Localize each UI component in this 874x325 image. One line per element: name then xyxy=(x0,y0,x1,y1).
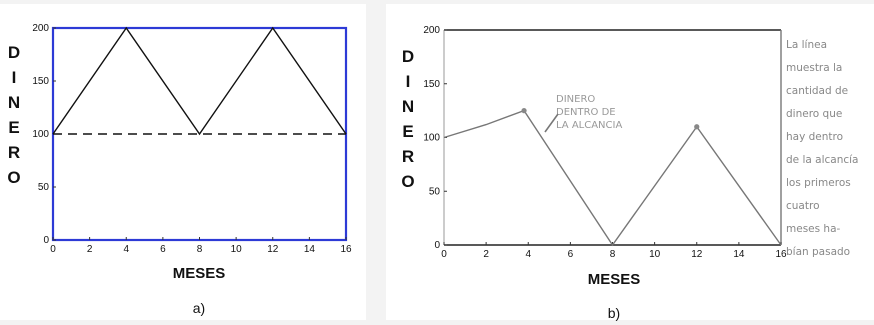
x-tick-label: 14 xyxy=(304,244,316,255)
chart-b-annotation: DINERO DENTRO DE LA ALCANCIA xyxy=(544,94,622,133)
x-tick-label: 10 xyxy=(649,249,661,260)
side-note-line: cuatro xyxy=(786,200,820,212)
chart-a: 0 2 4 6 8 10 12 14 16 0 50 100 150 200 DINERO MESES a… xyxy=(0,4,366,320)
chart-b: 0 2 4 6 8 10 12 14 16 0 50 100 150 200 DINERO MESES b… xyxy=(386,4,874,321)
series-line xyxy=(52,26,347,136)
annotation-line: DINERO xyxy=(556,94,595,105)
side-note-line: cantidad de xyxy=(786,85,848,97)
y-axis-label-letter: E xyxy=(402,122,413,141)
x-tick-label: 12 xyxy=(267,244,279,255)
x-tick-label: 14 xyxy=(733,249,745,260)
side-note-line: los primeros xyxy=(786,177,851,189)
x-tick-label: 0 xyxy=(441,249,447,260)
x-tick-label: 10 xyxy=(231,244,243,255)
chart-b-y-axis-label: DINERO xyxy=(401,47,414,191)
chart-a-x-axis-label: MESES xyxy=(173,265,226,282)
y-axis-label-letter: O xyxy=(401,172,414,191)
y-axis-label-letter: I xyxy=(12,68,17,87)
y-tick-label: 0 xyxy=(434,240,440,251)
y-tick-label: 0 xyxy=(43,235,49,246)
y-axis-label-letter: N xyxy=(8,93,20,112)
y-axis-label-letter: N xyxy=(402,97,414,116)
x-tick-label: 16 xyxy=(340,244,352,255)
data-point-marker xyxy=(521,108,527,114)
chart-b-background xyxy=(386,4,874,320)
side-note-line: meses ha- xyxy=(786,223,841,235)
chart-a-plot-area: 0 2 4 6 8 10 12 14 16 0 50 100 150 200 xyxy=(32,23,352,255)
chart-b-caption: b) xyxy=(608,305,620,321)
y-tick-label: 100 xyxy=(423,133,440,144)
y-axis-label-letter: E xyxy=(8,118,19,137)
chart-a-caption: a) xyxy=(193,300,205,316)
y-axis-label-letter: I xyxy=(406,72,411,91)
side-note-line: La línea xyxy=(786,39,827,51)
y-tick-label: 50 xyxy=(38,182,50,193)
side-note-line: hay dentro xyxy=(786,131,843,143)
y-tick-label: 50 xyxy=(429,186,441,197)
side-note-line: dinero que xyxy=(786,108,842,120)
chart-b-plot-area: 0 2 4 6 8 10 12 14 16 0 50 100 150 200 xyxy=(423,25,787,260)
annotation-line: DENTRO DE xyxy=(556,107,616,118)
side-note-line: muestra la xyxy=(786,62,842,74)
y-tick-label: 200 xyxy=(32,23,49,34)
x-tick-label: 8 xyxy=(197,244,203,255)
x-tick-label: 6 xyxy=(568,249,574,260)
y-axis-label-letter: D xyxy=(402,47,414,66)
y-tick-label: 200 xyxy=(423,25,440,36)
y-tick-label: 150 xyxy=(423,79,440,90)
y-axis-label-letter: R xyxy=(402,147,414,166)
annotation-arrow xyxy=(544,113,559,133)
x-tick-label: 2 xyxy=(483,249,489,260)
chart-b-x-axis-label: MESES xyxy=(588,271,641,288)
y-axis-label-letter: R xyxy=(8,143,20,162)
x-tick-label: 6 xyxy=(160,244,166,255)
x-tick-label: 2 xyxy=(87,244,93,255)
x-tick-label: 4 xyxy=(123,244,129,255)
y-tick-label: 150 xyxy=(32,76,49,87)
x-tick-label: 8 xyxy=(610,249,616,260)
x-tick-label: 0 xyxy=(50,244,56,255)
x-tick-label: 4 xyxy=(525,249,531,260)
y-tick-label: 100 xyxy=(32,129,49,140)
y-axis-label-letter: O xyxy=(7,168,20,187)
side-note-line: bían pasado xyxy=(786,246,850,258)
side-note-line: de la alcancía xyxy=(786,154,859,166)
chart-b-side-note: La línea muestra la cantidad de dinero que h… xyxy=(786,39,859,258)
series-line xyxy=(443,109,782,247)
x-tick-label: 12 xyxy=(691,249,703,260)
y-axis-label-letter: D xyxy=(8,43,20,62)
data-point-marker xyxy=(694,124,700,130)
chart-a-background xyxy=(0,4,366,320)
chart-a-y-axis-label: DINERO xyxy=(7,43,20,187)
x-tick-label: 16 xyxy=(775,249,787,260)
annotation-line: LA ALCANCIA xyxy=(556,120,622,131)
